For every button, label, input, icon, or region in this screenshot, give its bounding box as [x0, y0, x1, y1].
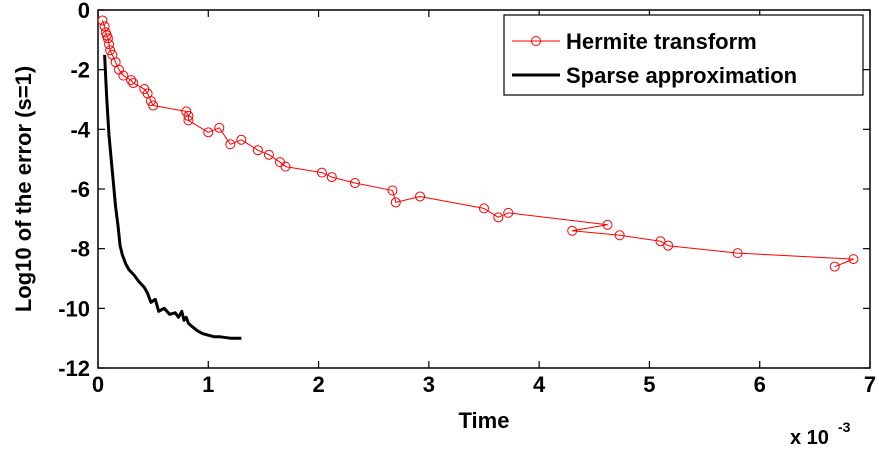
- x-tick-label: 2: [312, 372, 324, 397]
- x-multiplier-label: x 10: [790, 427, 829, 449]
- y-axis-label: Log10 of the error (s=1): [11, 66, 36, 312]
- x-tick-label: 4: [533, 372, 546, 397]
- data-point: [316, 167, 327, 178]
- y-tick-label: -6: [70, 177, 90, 202]
- legend-label-hermite: Hermite transform: [566, 29, 757, 54]
- y-tick-label: -4: [70, 117, 90, 142]
- data-point: [567, 225, 578, 236]
- data-point: [387, 185, 398, 196]
- y-tick-label: -8: [70, 237, 90, 262]
- data-point: [203, 127, 214, 138]
- x-tick-label: 7: [864, 372, 876, 397]
- data-point: [145, 95, 156, 106]
- data-point: [118, 70, 129, 81]
- data-point: [326, 172, 337, 183]
- series-layer: [97, 15, 859, 340]
- data-point: [183, 110, 194, 121]
- x-axis-label: Time: [459, 408, 510, 433]
- data-point: [148, 100, 159, 111]
- y-tick-label: 0: [78, 0, 90, 23]
- legend: Hermite transform Sparse approximation: [503, 14, 864, 96]
- data-point: [415, 191, 426, 202]
- data-point: [655, 236, 666, 247]
- data-point: [614, 230, 625, 241]
- x-tick-label: 0: [92, 372, 104, 397]
- data-point: [97, 15, 108, 26]
- data-point: [236, 134, 247, 145]
- y-tick-label: -10: [58, 296, 90, 321]
- data-point: [128, 78, 139, 89]
- data-point: [225, 139, 236, 150]
- data-point: [503, 207, 514, 218]
- data-point: [732, 248, 743, 259]
- series-line-1: [103, 54, 242, 340]
- axis-ticks: 0 1 2 3 4 5 6 7 0 -2 -4 -6 -8 -10 -12: [58, 0, 876, 397]
- data-point: [280, 161, 291, 172]
- data-point: [126, 75, 137, 86]
- x-tick-label: 1: [202, 372, 214, 397]
- data-point: [479, 203, 489, 214]
- legend-box: [503, 14, 864, 96]
- data-point: [105, 45, 116, 56]
- x-multiplier-exponent: -3: [838, 419, 851, 435]
- data-point: [104, 39, 115, 50]
- x-tick-label: 3: [423, 372, 435, 397]
- data-point: [848, 254, 859, 265]
- data-point: [829, 261, 840, 272]
- y-tick-label: -12: [58, 356, 90, 381]
- data-point: [214, 122, 225, 133]
- legend-marker-hermite: [531, 36, 541, 46]
- data-point: [663, 240, 674, 251]
- data-point: [102, 33, 113, 44]
- y-tick-label: -2: [70, 58, 90, 83]
- data-point: [252, 145, 263, 156]
- series-line-0: [101, 20, 854, 268]
- data-point: [263, 149, 274, 160]
- data-point: [493, 212, 504, 223]
- data-point: [602, 219, 613, 230]
- legend-label-sparse: Sparse approximation: [566, 63, 797, 88]
- data-point: [390, 197, 401, 208]
- x-tick-label: 5: [643, 372, 655, 397]
- data-point: [349, 178, 360, 189]
- x-tick-label: 6: [754, 372, 766, 397]
- data-point: [183, 115, 194, 126]
